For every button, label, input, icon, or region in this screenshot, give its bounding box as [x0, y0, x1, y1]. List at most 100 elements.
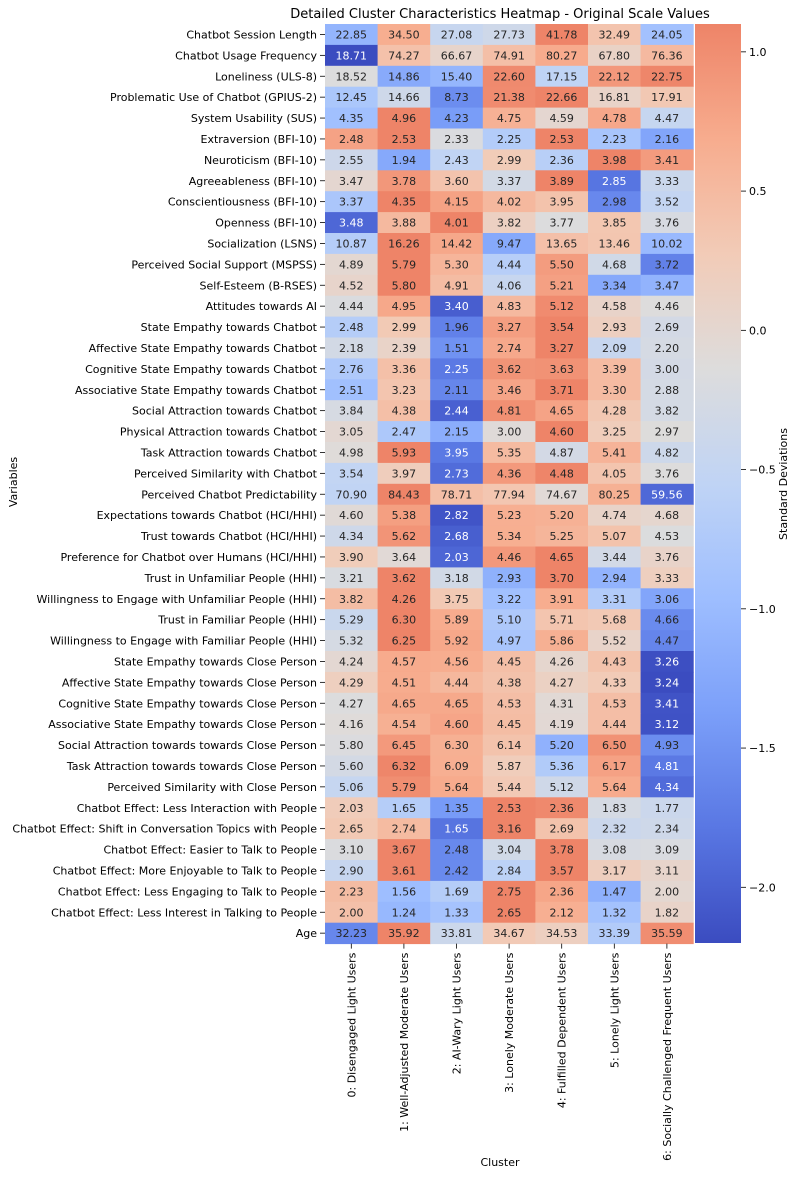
- cell-value: 4.83: [497, 300, 522, 313]
- heatmap-cell: [325, 107, 379, 129]
- heatmap-cell: [482, 462, 536, 485]
- heatmap-cell: [482, 274, 536, 297]
- cell-value: 5.07: [602, 530, 627, 543]
- cell-value: 4.36: [497, 467, 522, 480]
- heatmap-cell: [325, 860, 379, 882]
- cell-value: 3.90: [339, 551, 364, 564]
- cell-value: 5.36: [549, 760, 574, 773]
- cell-value: 17.15: [546, 70, 578, 83]
- cell-value: 2.90: [339, 864, 364, 877]
- heatmap-cell: [640, 860, 694, 882]
- cell-value: 3.61: [392, 864, 417, 877]
- heatmap-cell: [640, 442, 694, 464]
- cell-value: 15.40: [441, 70, 473, 83]
- cell-value: 5.34: [497, 530, 522, 543]
- heatmap-cell: [430, 65, 484, 88]
- cell-value: 4.97: [497, 635, 522, 648]
- row-label: Attitudes towards AI: [206, 300, 317, 313]
- x-axis-label: Cluster: [480, 1156, 520, 1169]
- heatmap-cell: [640, 671, 694, 694]
- cell-value: 5.10: [497, 614, 522, 627]
- cell-value: 2.93: [497, 572, 522, 585]
- cell-value: 3.44: [602, 551, 627, 564]
- cell-value: 4.65: [444, 697, 469, 710]
- heatmap-cell: [640, 400, 694, 422]
- cell-value: 4.47: [655, 112, 680, 125]
- cell-value: 2.36: [549, 802, 574, 815]
- heatmap-cell: [430, 128, 484, 150]
- heatmap-cell: [325, 24, 379, 46]
- heatmap-cell: [588, 839, 642, 861]
- heatmap-cell: [377, 107, 431, 129]
- heatmap-cell: [535, 713, 589, 736]
- cell-value: 2.32: [602, 823, 627, 836]
- heatmap-cell: [535, 128, 589, 150]
- cell-value: 5.38: [392, 509, 417, 522]
- cell-value: 1.83: [602, 802, 627, 815]
- cell-value: 66.67: [441, 49, 473, 62]
- heatmap-cell: [640, 588, 694, 610]
- heatmap-cell: [588, 65, 642, 88]
- heatmap-cell: [588, 233, 642, 255]
- heatmap-cell: [482, 421, 536, 443]
- cell-value: 14.86: [388, 70, 420, 83]
- heatmap-cell: [482, 860, 536, 882]
- heatmap-cell: [588, 107, 642, 129]
- cell-value: 5.60: [339, 760, 364, 773]
- cell-value: 4.68: [655, 509, 680, 522]
- heatmap-cell: [482, 671, 536, 694]
- cell-value: 70.90: [336, 488, 368, 501]
- heatmap-cell: [535, 588, 589, 610]
- row-label: Age: [296, 927, 318, 940]
- cell-value: 3.40: [444, 300, 469, 313]
- heatmap-cell: [482, 755, 536, 777]
- cell-value: 4.68: [602, 258, 627, 271]
- cell-value: 3.30: [602, 384, 627, 397]
- heatmap-cell: [377, 880, 431, 903]
- cell-value: 4.24: [339, 655, 364, 668]
- heatmap-cell: [640, 253, 694, 276]
- heatmap-cell: [377, 755, 431, 777]
- cell-value: 4.87: [549, 446, 574, 459]
- cell-value: 6.25: [392, 635, 417, 648]
- heatmap-cell: [535, 567, 589, 589]
- heatmap-cell: [325, 839, 379, 861]
- row-label: Perceived Similarity with Close Person: [107, 781, 317, 794]
- column-label: 4: Fulfilled Dependent Users: [556, 952, 569, 1108]
- cell-value: 3.62: [392, 572, 417, 585]
- cell-value: 4.47: [655, 635, 680, 648]
- colorbar-tick-label: 0.0: [749, 324, 767, 337]
- heatmap-cell: [377, 295, 431, 318]
- cell-value: 2.65: [497, 906, 522, 919]
- cell-value: 4.82: [655, 446, 680, 459]
- cell-value: 2.03: [339, 802, 364, 815]
- cell-value: 2.11: [444, 384, 469, 397]
- heatmap-cell: [325, 253, 379, 276]
- heatmap-cell: [482, 212, 536, 234]
- cell-value: 4.81: [497, 405, 522, 418]
- heatmap-cell: [482, 901, 536, 924]
- cell-value: 4.54: [392, 718, 417, 731]
- heatmap-cell: [588, 462, 642, 485]
- cell-value: 13.46: [599, 237, 631, 250]
- cell-value: 3.25: [602, 426, 627, 439]
- cell-value: 5.44: [497, 781, 522, 794]
- cell-value: 80.25: [599, 488, 631, 501]
- cell-value: 3.23: [392, 384, 417, 397]
- heatmap-cell: [377, 358, 431, 380]
- heatmap-cell: [377, 630, 431, 652]
- cell-value: 2.36: [549, 154, 574, 167]
- heatmap-cell: [377, 128, 431, 150]
- cell-value: 4.44: [497, 258, 522, 271]
- cell-value: 4.89: [339, 258, 364, 271]
- row-label: Willingness to Engage with Familiar Peop…: [50, 635, 317, 648]
- cell-value: 18.71: [336, 49, 368, 62]
- cell-value: 32.23: [336, 927, 368, 940]
- y-axis-label: Variables: [7, 457, 20, 508]
- heatmap-cell: [482, 86, 536, 109]
- heatmap-cell: [640, 379, 694, 401]
- cell-value: 6.09: [444, 760, 469, 773]
- heatmap-cell: [482, 630, 536, 652]
- cell-value: 2.98: [602, 196, 627, 209]
- cell-value: 2.42: [444, 864, 469, 877]
